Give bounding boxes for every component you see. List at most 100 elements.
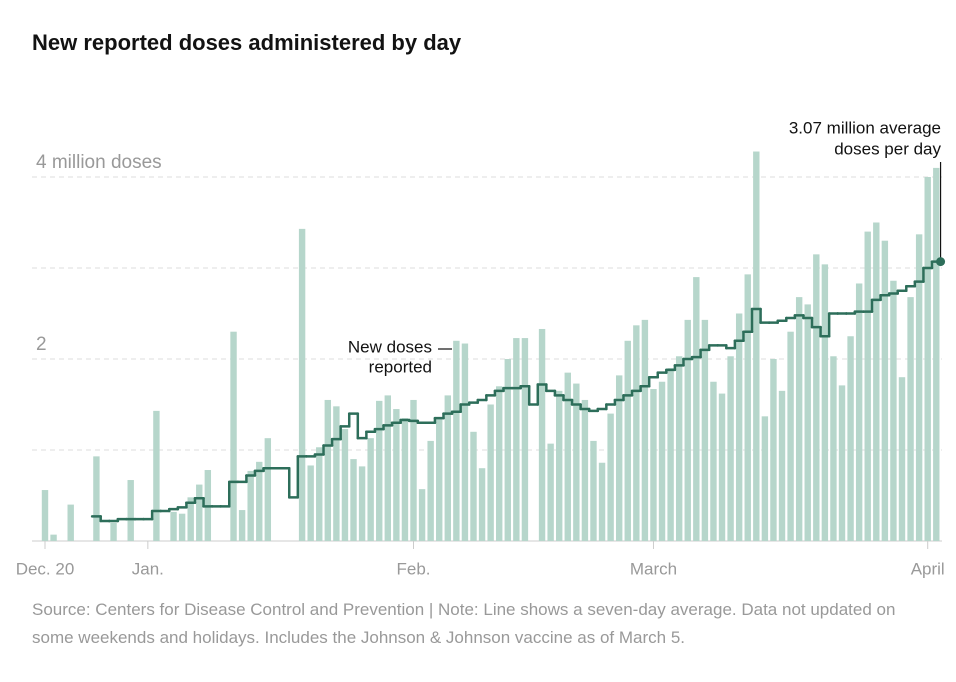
- bar: [238, 510, 246, 541]
- bar: [170, 511, 177, 541]
- x-tick-label: Dec. 20: [16, 559, 75, 578]
- bar: [376, 400, 383, 541]
- bar: [624, 340, 631, 541]
- bar: [41, 490, 49, 541]
- bar: [453, 340, 460, 541]
- bar: [110, 522, 117, 541]
- bar: [633, 325, 640, 541]
- bar: [607, 413, 614, 541]
- bar: [256, 461, 263, 541]
- bar: [855, 283, 863, 541]
- bar: [684, 319, 691, 541]
- bar: [864, 231, 871, 541]
- bar: [436, 418, 443, 541]
- bar: [513, 338, 520, 541]
- bar: [230, 331, 237, 541]
- bar: [667, 368, 674, 541]
- bar: [410, 399, 417, 541]
- bar: [830, 356, 837, 541]
- bar: [890, 280, 897, 541]
- bar: [153, 410, 160, 541]
- bar: [693, 277, 700, 541]
- bar: [615, 375, 623, 541]
- bar: [847, 336, 854, 541]
- bar: [350, 459, 357, 541]
- bar: [307, 465, 314, 541]
- bar: [247, 470, 254, 541]
- bar: [718, 393, 726, 541]
- bar: [50, 534, 57, 541]
- bar: [641, 319, 649, 541]
- chart-title: New reported doses administered by day: [32, 30, 462, 55]
- bar: [478, 468, 486, 541]
- bar: [924, 177, 931, 541]
- bar: [333, 406, 340, 541]
- x-tick-label: Jan.: [132, 559, 164, 578]
- bar: [496, 386, 503, 541]
- bar: [196, 484, 203, 541]
- bar: [915, 234, 923, 541]
- x-tick-label: Feb.: [396, 559, 430, 578]
- bar: [93, 456, 100, 541]
- bar: [556, 390, 563, 541]
- bar: [324, 399, 332, 541]
- bar: [401, 418, 409, 541]
- bar: [461, 343, 469, 541]
- bar: [298, 228, 306, 541]
- bar: [427, 440, 434, 541]
- bar: [675, 356, 683, 541]
- bar: [735, 313, 743, 541]
- bar: [470, 431, 477, 541]
- bar: [573, 383, 580, 541]
- bar: [838, 385, 846, 541]
- bar: [358, 466, 366, 541]
- annotation: 3.07 million average: [789, 118, 941, 137]
- bar: [393, 409, 400, 541]
- bar: [504, 359, 511, 541]
- bar: [898, 377, 906, 541]
- bar: [127, 480, 134, 541]
- bar: [650, 389, 657, 541]
- bar: [744, 274, 751, 541]
- bar: [581, 399, 589, 541]
- bar: [487, 404, 494, 541]
- bar: [727, 356, 734, 541]
- bar: [178, 513, 186, 541]
- bar: [341, 429, 349, 541]
- bar: [813, 254, 820, 541]
- bar: [753, 151, 760, 541]
- annotation: New doses: [348, 337, 432, 356]
- bar: [316, 447, 323, 541]
- bar: [907, 297, 914, 541]
- bar: [598, 462, 606, 541]
- source-note: Source: Centers for Disease Control and …: [32, 600, 896, 647]
- bar: [761, 416, 769, 541]
- x-tick-label: March: [630, 559, 677, 578]
- bar: [538, 328, 546, 541]
- annotation: doses per day: [834, 139, 941, 158]
- bar: [658, 381, 666, 541]
- bar: [770, 359, 777, 541]
- bar: [367, 438, 374, 541]
- y-tick-label: 2: [36, 334, 47, 355]
- bar: [547, 443, 554, 541]
- annotation: reported: [369, 357, 432, 376]
- bar: [787, 331, 794, 541]
- bar: [187, 497, 194, 541]
- bar: [264, 438, 272, 541]
- line-end-point: [936, 257, 946, 267]
- bar: [821, 264, 829, 541]
- bar: [590, 440, 597, 541]
- bar: [384, 395, 391, 541]
- bar: [67, 504, 74, 541]
- bar: [444, 395, 451, 541]
- chart: New reported doses administered by day 2…: [16, 30, 946, 578]
- bar: [933, 167, 940, 541]
- x-tick-label: April: [911, 559, 945, 578]
- bar: [873, 222, 880, 541]
- y-tick-label: 4 million doses: [36, 152, 162, 173]
- bar: [564, 372, 571, 541]
- bar: [701, 319, 709, 541]
- bar: [881, 240, 889, 541]
